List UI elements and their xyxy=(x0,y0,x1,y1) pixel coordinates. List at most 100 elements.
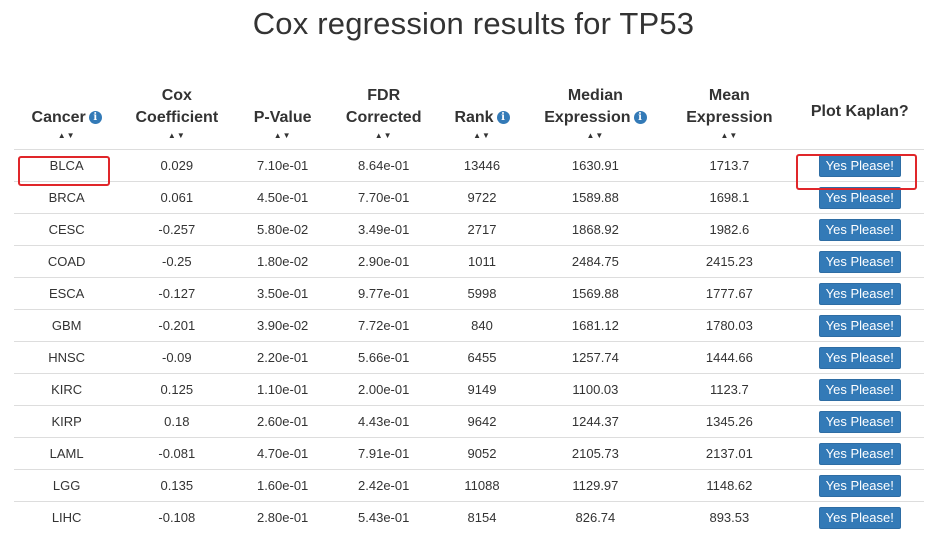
plot-kaplan-cell: Yes Please! xyxy=(796,214,924,246)
cancer-cell: KIRC xyxy=(14,374,119,406)
column-header-label: Expression xyxy=(686,109,772,126)
rank-cell: 8154 xyxy=(436,502,527,533)
column-header-label: Expression xyxy=(544,109,630,126)
column-header-label: P-Value xyxy=(254,109,312,126)
median-expression-cell: 1257.74 xyxy=(528,342,664,374)
column-header-label: Cancer xyxy=(32,109,86,126)
yes-please-button[interactable]: Yes Please! xyxy=(819,251,901,273)
plot-kaplan-cell: Yes Please! xyxy=(796,278,924,310)
yes-please-button[interactable]: Yes Please! xyxy=(819,475,901,497)
yes-please-button[interactable]: Yes Please! xyxy=(819,347,901,369)
fdr-cell: 2.42e-01 xyxy=(331,470,437,502)
p-value-cell: 5.80e-02 xyxy=(234,214,331,246)
cox-coefficient-cell: -0.257 xyxy=(119,214,234,246)
fdr-cell: 7.70e-01 xyxy=(331,182,437,214)
yes-please-button[interactable]: Yes Please! xyxy=(819,283,901,305)
plot-kaplan-cell: Yes Please! xyxy=(796,438,924,470)
median-expression-cell: 1630.91 xyxy=(528,150,664,182)
mean-expression-cell: 1713.7 xyxy=(663,150,795,182)
sort-icon[interactable]: ▲▼ xyxy=(335,131,433,141)
p-value-cell: 3.50e-01 xyxy=(234,278,331,310)
median-expression-cell: 2105.73 xyxy=(528,438,664,470)
cancer-cell: COAD xyxy=(14,246,119,278)
mean-expression-cell: 2415.23 xyxy=(663,246,795,278)
sort-icon[interactable]: ▲▼ xyxy=(532,131,660,141)
fdr-cell: 9.77e-01 xyxy=(331,278,437,310)
mean-expression-cell: 1780.03 xyxy=(663,310,795,342)
mean-expression-cell: 1345.26 xyxy=(663,406,795,438)
plot-kaplan-cell: Yes Please! xyxy=(796,374,924,406)
plot-kaplan-cell: Yes Please! xyxy=(796,406,924,438)
cox-coefficient-cell: 0.061 xyxy=(119,182,234,214)
cox-coefficient-cell: -0.081 xyxy=(119,438,234,470)
rank-cell: 13446 xyxy=(436,150,527,182)
median-expression-cell: 1100.03 xyxy=(528,374,664,406)
rank-cell: 2717 xyxy=(436,214,527,246)
info-icon[interactable]: i xyxy=(497,111,510,124)
cox-coefficient-cell: -0.25 xyxy=(119,246,234,278)
cox-coefficient-cell: -0.108 xyxy=(119,502,234,533)
yes-please-button[interactable]: Yes Please! xyxy=(819,155,901,177)
mean-expression-cell: 1148.62 xyxy=(663,470,795,502)
cancer-cell: CESC xyxy=(14,214,119,246)
rank-cell: 1011 xyxy=(436,246,527,278)
mean-expression-cell: 1982.6 xyxy=(663,214,795,246)
fdr-cell: 2.90e-01 xyxy=(331,246,437,278)
mean-expression-cell: 1698.1 xyxy=(663,182,795,214)
yes-please-button[interactable]: Yes Please! xyxy=(819,411,901,433)
sort-icon[interactable]: ▲▼ xyxy=(18,131,115,141)
median-expression-cell: 2484.75 xyxy=(528,246,664,278)
p-value-cell: 3.90e-02 xyxy=(234,310,331,342)
fdr-cell: 2.00e-01 xyxy=(331,374,437,406)
sort-icon[interactable]: ▲▼ xyxy=(667,131,791,141)
p-value-cell: 4.70e-01 xyxy=(234,438,331,470)
fdr-cell: 3.49e-01 xyxy=(331,214,437,246)
yes-please-button[interactable]: Yes Please! xyxy=(819,379,901,401)
rank-cell: 840 xyxy=(436,310,527,342)
column-header-plot-kaplan: Plot Kaplan? xyxy=(796,52,924,150)
cancer-cell: KIRP xyxy=(14,406,119,438)
column-header-cox-coefficient[interactable]: Cox Coefficient ▲▼ xyxy=(119,52,234,150)
column-header-mean-expression[interactable]: Mean Expression ▲▼ xyxy=(663,52,795,150)
info-icon[interactable]: i xyxy=(634,111,647,124)
fdr-cell: 4.43e-01 xyxy=(331,406,437,438)
sort-icon[interactable]: ▲▼ xyxy=(123,131,230,141)
column-header-p-value[interactable]: P-Value ▲▼ xyxy=(234,52,331,150)
p-value-cell: 7.10e-01 xyxy=(234,150,331,182)
sort-icon[interactable]: ▲▼ xyxy=(238,131,327,141)
cox-coefficient-cell: -0.127 xyxy=(119,278,234,310)
info-icon[interactable]: i xyxy=(89,111,102,124)
yes-please-button[interactable]: Yes Please! xyxy=(819,187,901,209)
plot-kaplan-cell: Yes Please! xyxy=(796,342,924,374)
plot-kaplan-cell: Yes Please! xyxy=(796,182,924,214)
sort-icon[interactable]: ▲▼ xyxy=(440,131,523,141)
p-value-cell: 4.50e-01 xyxy=(234,182,331,214)
median-expression-cell: 1589.88 xyxy=(528,182,664,214)
yes-please-button[interactable]: Yes Please! xyxy=(819,315,901,337)
rank-cell: 9052 xyxy=(436,438,527,470)
yes-please-button[interactable]: Yes Please! xyxy=(819,219,901,241)
yes-please-button[interactable]: Yes Please! xyxy=(819,443,901,465)
column-header-label: Cox xyxy=(162,87,192,104)
plot-kaplan-cell: Yes Please! xyxy=(796,470,924,502)
p-value-cell: 2.80e-01 xyxy=(234,502,331,533)
rank-cell: 5998 xyxy=(436,278,527,310)
fdr-cell: 5.66e-01 xyxy=(331,342,437,374)
fdr-cell: 8.64e-01 xyxy=(331,150,437,182)
cox-coefficient-cell: -0.201 xyxy=(119,310,234,342)
column-header-fdr-corrected[interactable]: FDR Corrected ▲▼ xyxy=(331,52,437,150)
cancer-cell: ESCA xyxy=(14,278,119,310)
yes-please-button[interactable]: Yes Please! xyxy=(819,507,901,529)
